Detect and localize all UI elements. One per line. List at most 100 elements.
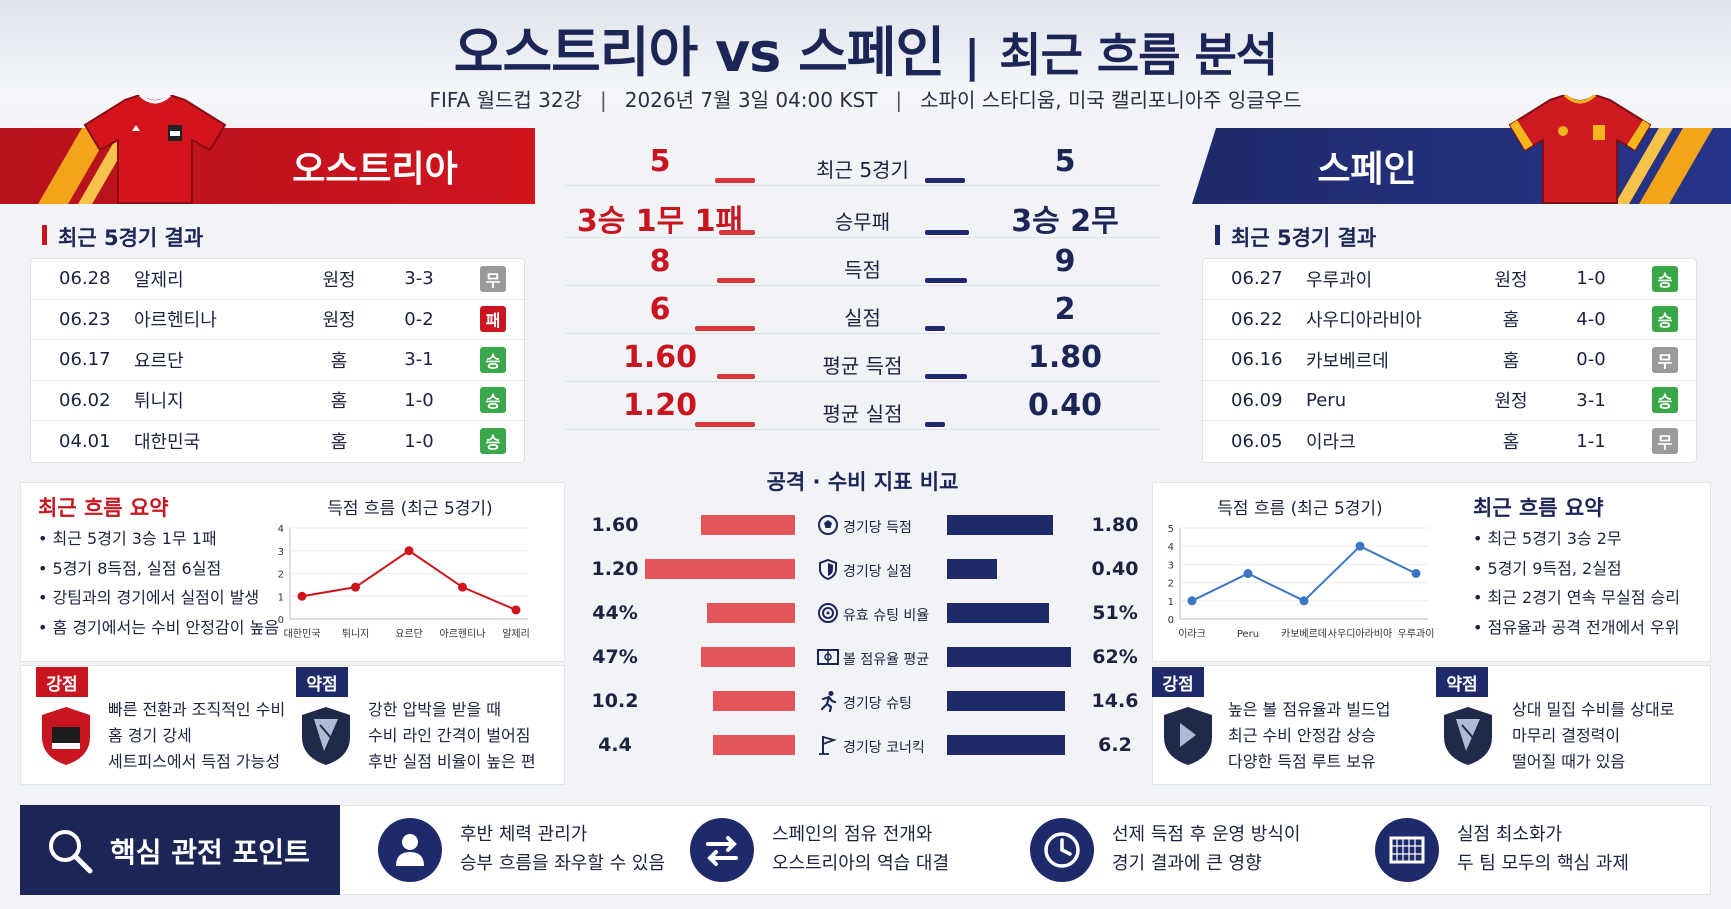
y-tick-label: 3 — [1168, 560, 1174, 571]
result-badge: 승 — [1652, 265, 1678, 292]
match-date: 06.16 — [1231, 349, 1283, 371]
away-metric-bar — [947, 515, 1053, 535]
x-tick-label: 카보베르데 — [1281, 628, 1327, 640]
home-sw-panel — [20, 665, 565, 785]
data-point — [1299, 596, 1309, 606]
match-venue-type: 홈 — [1502, 310, 1520, 332]
away-metric-bar — [947, 559, 997, 579]
match-date: 06.17 — [59, 349, 111, 371]
result-badge: 무 — [1652, 346, 1678, 373]
opponent-name: 튀니지 — [134, 391, 184, 413]
y-tick-label: 2 — [1168, 579, 1174, 590]
info-separator: | — [599, 88, 607, 112]
info-separator: | — [895, 88, 903, 112]
y-tick-label: 5 — [1168, 524, 1174, 535]
match-venue-type: 홈 — [330, 350, 348, 372]
away-bar — [925, 230, 969, 235]
result-row: 06.16 카보베르데 홈 0-0 무 — [1203, 340, 1696, 381]
away-bar — [925, 422, 945, 427]
home-summary-title: 최근 흐름 요약 — [38, 496, 169, 520]
opponent-name: 알제리 — [134, 269, 184, 291]
x-tick-label: Peru — [1237, 629, 1259, 640]
corner-flag-icon — [819, 735, 837, 755]
comparison-row: 1.20 평균 실점 0.40 — [565, 384, 1160, 430]
sw-item: 홈 경기 강세 — [108, 726, 192, 745]
data-point — [1243, 569, 1253, 578]
opponent-name: 카보베르데 — [1306, 350, 1389, 372]
y-tick-label: 0 — [278, 615, 284, 626]
match-venue-type: 원정 — [1494, 391, 1528, 413]
result-row: 06.23 아르헨티나 원정 0-2 패 — [31, 300, 524, 340]
comparison-label: 평균 실점 — [822, 402, 903, 426]
result-row: 06.09 Peru 원정 3-1 승 — [1203, 381, 1696, 421]
x-tick-label: 튀니지 — [342, 628, 370, 640]
result-badge: 승 — [1652, 306, 1678, 333]
away-metric-bar — [947, 647, 1071, 667]
home-metric-value: 1.60 — [591, 514, 639, 536]
home-results-table: 06.28 알제리 원정 3-3 무 06.23 아르헨티나 원정 0-2 패 06.17 요르단 홈 3… — [30, 258, 525, 463]
home-weakness-tag: 약점 — [296, 667, 348, 697]
match-datetime: 2026년 7월 3일 04:00 KST — [624, 88, 878, 112]
result-badge: 무 — [480, 265, 506, 292]
away-bar — [925, 278, 967, 283]
home-value: 3승 1무 1패 — [576, 204, 744, 239]
away-team-name: 스페인 — [1317, 149, 1417, 190]
match-venue-type: 홈 — [330, 432, 348, 454]
match-date: 06.09 — [1231, 389, 1283, 411]
sw-item: 빠른 전환과 조직적인 수비 — [108, 700, 286, 719]
metric-row: 47% 볼 점유율 평균 62% — [565, 642, 1160, 672]
result-row: 06.27 우루과이 원정 1-0 승 — [1203, 259, 1696, 300]
home-weakness-shield-icon — [302, 707, 350, 765]
metric-row: 10.2 경기당 슈팅 14.6 — [565, 686, 1160, 716]
home-value: 1.20 — [622, 388, 698, 423]
shield-icon — [819, 558, 837, 580]
away-metric-value: 62% — [1092, 646, 1138, 668]
match-score: 1-0 — [404, 389, 434, 411]
x-tick-label: 요르단 — [395, 628, 423, 640]
match-date: 06.22 — [1231, 308, 1283, 330]
x-tick-label: 사우디아라비아 — [1328, 628, 1392, 640]
home-value: 6 — [649, 292, 671, 327]
home-metric-value: 4.4 — [598, 734, 632, 756]
x-tick-label: 이라크 — [1178, 628, 1206, 640]
metric-row: 4.4 경기당 코너킥 6.2 — [565, 730, 1160, 760]
y-tick-label: 1 — [278, 592, 284, 603]
away-metric-bar — [947, 603, 1049, 623]
away-bar — [925, 326, 945, 331]
opponent-name: Peru — [1306, 389, 1347, 411]
comparison-row: 3승 1무 1패 승무패 3승 2무 — [565, 192, 1160, 239]
comparison-row: 6 실점 2 — [565, 288, 1160, 334]
away-value: 1.80 — [1027, 340, 1103, 375]
home-bar — [717, 374, 755, 379]
summary-bullet: 최근 2경기 연속 무실점 승리 — [1473, 583, 1680, 613]
key-point-line: 스페인의 점유 전개와 — [772, 824, 933, 845]
home-metric-value: 47% — [592, 646, 638, 668]
away-weakness-shield-icon — [1444, 707, 1492, 765]
match-score: 0-2 — [404, 308, 434, 330]
home-strength-list: 빠른 전환과 조직적인 수비 홈 경기 강세 세트피스에서 득점 가능성 — [108, 697, 285, 775]
home-metric-bar — [713, 735, 795, 755]
title-matchup: 오스트리아 vs 스페인 — [453, 21, 945, 84]
home-chart-title: 득점 흐름 (최근 5경기) — [327, 499, 493, 519]
goal-net-icon — [1375, 818, 1439, 882]
metric-row: 1.60 경기당 득점 1.80 — [565, 510, 1160, 540]
result-badge: 승 — [480, 428, 506, 455]
opponent-name: 대한민국 — [134, 432, 201, 454]
match-score: 3-1 — [1576, 389, 1606, 411]
comparison-label: 득점 — [844, 258, 881, 282]
result-badge: 승 — [1652, 387, 1678, 414]
opponent-name: 사우디아라비아 — [1306, 310, 1422, 332]
away-jersey-icon — [1508, 95, 1652, 204]
away-recent-heading: 최근 5경기 결과 — [1215, 222, 1376, 252]
home-metric-bar — [707, 603, 795, 623]
match-venue: 소파이 스타디움, 미국 캘리포니아주 잉글우드 — [920, 88, 1302, 112]
key-point-line: 오스트리아의 역습 대결 — [772, 853, 950, 874]
comparison-row: 5 최근 5경기 5 — [565, 140, 1160, 186]
match-date: 06.23 — [59, 308, 111, 330]
match-score: 3-3 — [404, 268, 434, 290]
match-score: 0-0 — [1576, 349, 1606, 371]
away-value: 3승 2무 — [1011, 204, 1119, 239]
key-point-line: 경기 결과에 큰 영향 — [1112, 853, 1262, 874]
comparison-label: 승무패 — [834, 210, 891, 234]
